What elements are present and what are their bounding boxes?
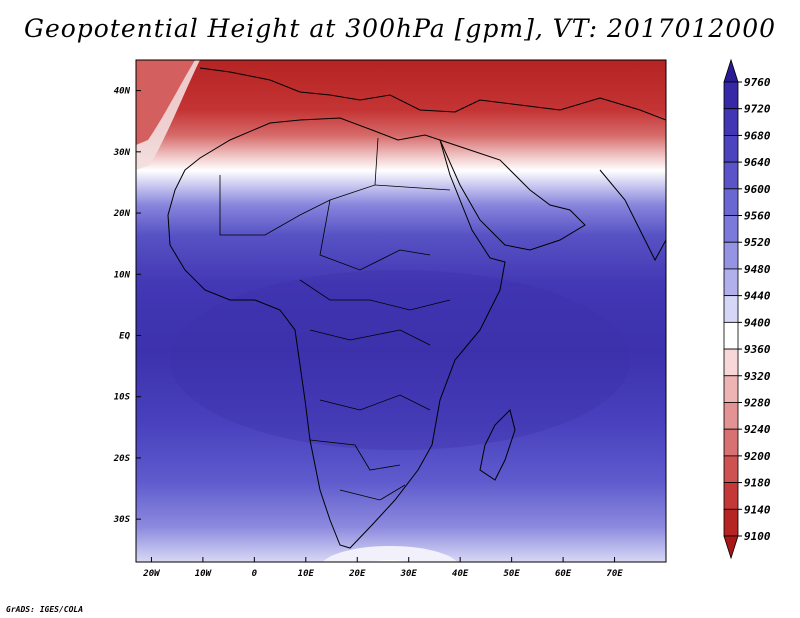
colorbar-label: 9140 <box>744 503 771 516</box>
africa-coastline <box>167 117 506 549</box>
lat-tick-label: 40N <box>114 87 131 97</box>
lon-tick-label: 10W <box>195 569 213 579</box>
colorbar-bottom-arrow <box>723 535 739 560</box>
colorbar-label: 9680 <box>744 129 771 142</box>
colorbar-swatch <box>723 188 739 216</box>
colorbar-label: 9180 <box>744 477 771 490</box>
credit-label: GrADS: IGES/COLA <box>6 605 84 614</box>
colorbar-label: 9560 <box>744 210 771 223</box>
colorbar-swatch <box>723 161 739 190</box>
lat-tick-label: 20N <box>113 209 131 219</box>
colorbar-swatch <box>723 295 739 323</box>
lat-tick-label: 10S <box>114 393 131 403</box>
colorbar-label: 9320 <box>744 370 771 383</box>
colorbar-label: 9640 <box>744 156 771 169</box>
lat-tick-label: 30N <box>113 148 131 158</box>
lon-tick-label: 40E <box>452 569 469 579</box>
europe-coastline <box>199 67 666 121</box>
colorbar-label: 9760 <box>744 76 771 89</box>
lon-tick-label: 70E <box>606 569 623 579</box>
lon-tick-label: 60E <box>555 569 572 579</box>
colorbar-swatch <box>723 348 739 377</box>
country-borders <box>219 137 451 501</box>
colorbar-swatch <box>723 402 739 430</box>
colorbar-label: 9200 <box>744 450 771 463</box>
madagascar-coastline <box>479 409 516 481</box>
lon-tick-label: 20W <box>142 569 161 579</box>
lon-tick-label: 10E <box>298 569 315 579</box>
colorbar-label: 9480 <box>744 263 771 276</box>
colorbar-swatch <box>723 81 739 110</box>
lat-tick-label: EQ <box>119 331 130 341</box>
colorbar-label: 9440 <box>744 290 771 303</box>
colorbar-label: 9520 <box>744 236 771 249</box>
colorbar-swatch <box>723 375 739 403</box>
colorbar-swatch <box>723 508 739 537</box>
colorbar-swatch <box>723 241 739 270</box>
arabia-coastline <box>439 139 586 251</box>
colorbar-label: 9280 <box>744 396 771 409</box>
colorbar-swatch <box>723 321 739 350</box>
colorbar: 9760 9720 9680 9640 9600 9560 9520 9480 9440 9400… <box>723 58 771 560</box>
axis-layer: 20W 10W 0 10E 20E 30E 40E 50E 60E 70E 40N 30N 20N 10N… <box>113 87 624 579</box>
colorbar-swatch <box>723 482 739 510</box>
low-core <box>170 270 630 450</box>
colorbar-label: 9240 <box>744 423 771 436</box>
colorbar-swatch <box>723 215 739 243</box>
lat-tick-label: 30S <box>113 515 131 525</box>
lon-tick-label: 30E <box>400 569 418 579</box>
colorbar-label: 9720 <box>744 103 771 116</box>
chart-title: Geopotential Height at 300hPa [gpm], VT:… <box>23 14 777 43</box>
plot-frame <box>135 59 667 563</box>
colorbar-label: 9600 <box>744 183 771 196</box>
southern-high-tongue <box>322 546 458 562</box>
india-coastline <box>599 169 666 262</box>
lat-tick-label: 10N <box>114 270 131 280</box>
lon-tick-label: 50E <box>503 569 520 579</box>
plot-area <box>136 60 666 562</box>
colorbar-swatch <box>723 268 739 297</box>
colorbar-swatch <box>723 455 739 483</box>
colorbar-swatch <box>723 108 739 136</box>
colorbar-label: 9400 <box>744 316 771 329</box>
lon-tick-label: 20E <box>348 569 366 579</box>
lon-tick-label: 0 <box>252 569 258 579</box>
northwest-ridge-core <box>136 60 195 145</box>
colorbar-swatch <box>723 428 739 457</box>
colorbar-swatch <box>723 135 739 163</box>
colorbar-top-arrow <box>723 58 739 83</box>
colorbar-label: 9100 <box>744 530 771 543</box>
colorbar-label: 9360 <box>744 343 771 356</box>
lat-tick-label: 20S <box>113 454 131 464</box>
